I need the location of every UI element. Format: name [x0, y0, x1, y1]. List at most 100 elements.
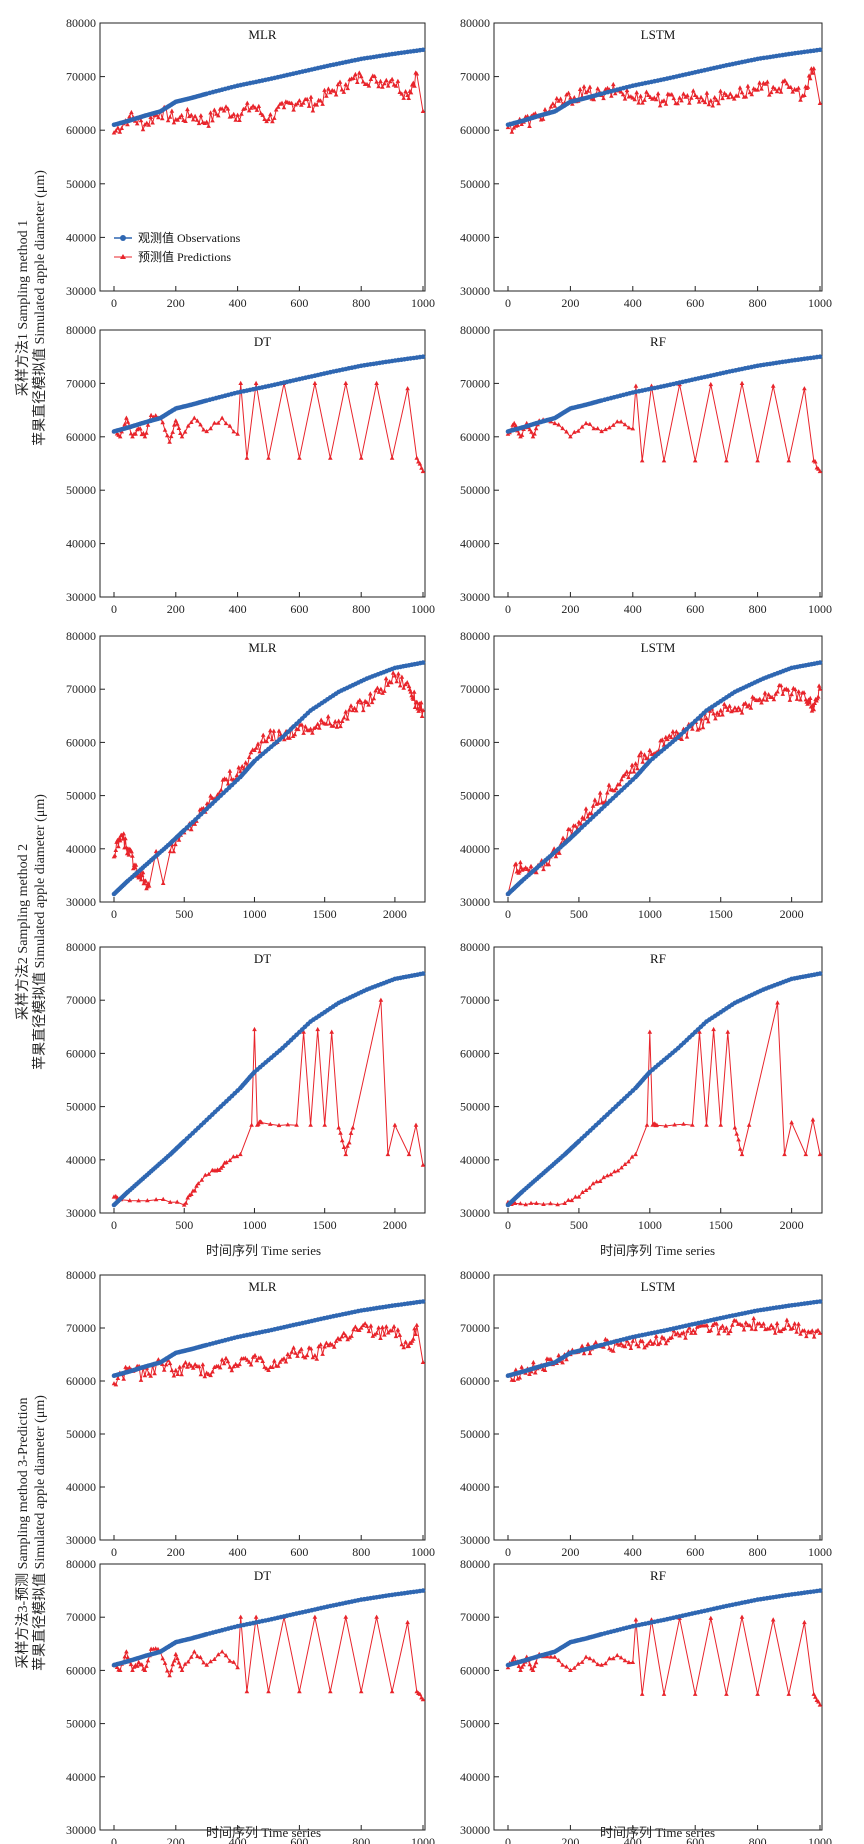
prediction-point [639, 1691, 645, 1696]
prediction-point [227, 423, 233, 428]
prediction-point [727, 703, 732, 708]
prediction-point [393, 83, 399, 88]
x-tick-label: 400 [229, 602, 247, 616]
x-tick-label: 800 [352, 1545, 370, 1559]
prediction-point [534, 1200, 539, 1205]
y-tick-label: 40000 [66, 537, 96, 551]
prediction-point [813, 1694, 818, 1699]
prediction-point [548, 1356, 554, 1361]
prediction-point [761, 697, 766, 702]
prediction-point [631, 769, 637, 774]
prediction-point [302, 1355, 308, 1360]
x-tick-label: 1500 [709, 1218, 733, 1232]
prediction-point [237, 117, 242, 122]
prediction-point [268, 728, 273, 733]
prediction-point [601, 95, 606, 101]
y-tick-label: 30000 [66, 1823, 96, 1837]
plot-frame [493, 22, 823, 292]
prediction-point [195, 1653, 200, 1659]
prediction-point [249, 1122, 254, 1127]
prediction-point [317, 725, 322, 730]
prediction-point [359, 700, 364, 705]
prediction-point [208, 110, 213, 115]
y-tick-label: 60000 [66, 123, 96, 137]
prediction-point [173, 1651, 179, 1656]
prediction-point [566, 1197, 571, 1202]
prediction-point [206, 123, 211, 128]
legend-predictions-label: 预测值 Predictions [138, 249, 231, 264]
prediction-point [220, 1163, 226, 1168]
prediction-point [229, 1368, 235, 1373]
prediction-point [313, 724, 319, 729]
prediction-point [148, 114, 153, 119]
chart-panel-7: 30000 40000 50000 60000 70000 80000 0 500 1000 15… [460, 940, 823, 1232]
prediction-point [160, 1196, 166, 1201]
prediction-point [301, 730, 306, 735]
observation-point [420, 971, 426, 976]
chart-panel-9: 30000 40000 50000 60000 70000 80000 0 200 400 600… [460, 1268, 832, 1559]
prediction-point [647, 1029, 653, 1034]
prediction-point [556, 98, 561, 103]
prediction-point [747, 1323, 753, 1328]
prediction-point [817, 1330, 823, 1335]
prediction-point [622, 422, 628, 427]
y-tick-label: 60000 [460, 430, 490, 444]
prediction-point [530, 1667, 536, 1672]
prediction-point [624, 769, 630, 774]
prediction-point [176, 425, 182, 430]
prediction-point [187, 1361, 192, 1366]
prediction-point [231, 1154, 236, 1159]
chart-panel-2: 30000 40000 50000 60000 70000 80000 0 200 400 600… [66, 323, 435, 616]
prediction-point [176, 1660, 182, 1665]
prediction-point [591, 1658, 597, 1663]
prediction-point [389, 680, 394, 685]
prediction-point [308, 726, 313, 731]
prediction-point [343, 709, 349, 714]
prediction-point [579, 424, 585, 429]
prediction-point [397, 683, 403, 688]
chart-panel-4: 30000 40000 50000 60000 70000 80000 0 500 1000 15… [66, 629, 426, 921]
x-tick-label: 800 [352, 602, 370, 616]
x-tick-label: 1000 [411, 602, 435, 616]
prediction-point [385, 682, 391, 687]
prediction-point [690, 1122, 695, 1127]
prediction-point [308, 1122, 313, 1127]
prediction-point [683, 1335, 688, 1340]
prediction-point [374, 380, 379, 385]
observation-point [187, 822, 193, 828]
prediction-point [615, 1168, 621, 1173]
prediction-point [663, 1123, 669, 1128]
chart-title: DT [254, 1568, 271, 1583]
prediction-point [518, 1667, 523, 1672]
prediction-point [314, 1356, 320, 1361]
prediction-point [345, 716, 350, 721]
x-tick-label: 1000 [411, 1545, 435, 1559]
prediction-point [726, 95, 731, 100]
prediction-point [221, 108, 227, 113]
prediction-point [562, 1200, 567, 1205]
prediction-point [287, 735, 292, 740]
prediction-point [810, 1117, 816, 1122]
prediction-point [223, 104, 229, 109]
prediction-point [613, 91, 618, 96]
prediction-point [798, 697, 803, 702]
y-tick-label: 80000 [66, 1557, 96, 1571]
prediction-point [578, 821, 583, 826]
prediction-point [509, 129, 515, 134]
prediction-point [657, 1340, 663, 1345]
prediction-point [380, 84, 385, 89]
prediction-point [183, 118, 188, 123]
prediction-point [253, 745, 259, 750]
prediction-point [310, 730, 315, 735]
prediction-point [192, 415, 197, 420]
x-tick-label: 200 [561, 1835, 579, 1844]
x-tick-label: 500 [570, 1218, 588, 1232]
prediction-point [679, 98, 684, 103]
x-tick-label: 400 [229, 296, 247, 310]
prediction-point [599, 428, 604, 434]
prediction-point [162, 1660, 168, 1665]
x-tick-label: 600 [686, 602, 704, 616]
prediction-point [618, 419, 624, 424]
prediction-point [801, 690, 807, 695]
prediction-point [519, 1364, 524, 1369]
